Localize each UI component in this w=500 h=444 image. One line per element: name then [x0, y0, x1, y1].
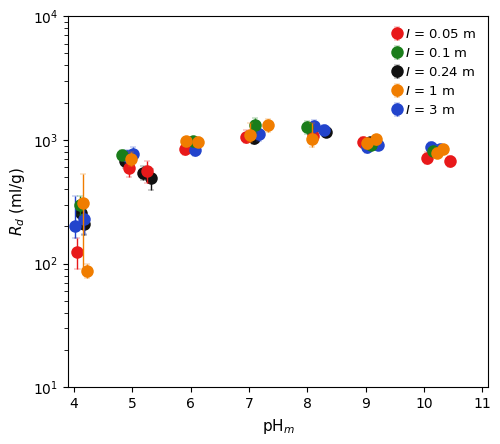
X-axis label: pH$_m$: pH$_m$	[262, 416, 294, 436]
Y-axis label: $R_d$ (ml/g): $R_d$ (ml/g)	[8, 167, 28, 236]
Legend: $I$ = 0.05 m, $I$ = 0.1 m, $I$ = 0.24 m, $I$ = 1 m, $I$ = 3 m: $I$ = 0.05 m, $I$ = 0.1 m, $I$ = 0.24 m,…	[388, 23, 482, 122]
